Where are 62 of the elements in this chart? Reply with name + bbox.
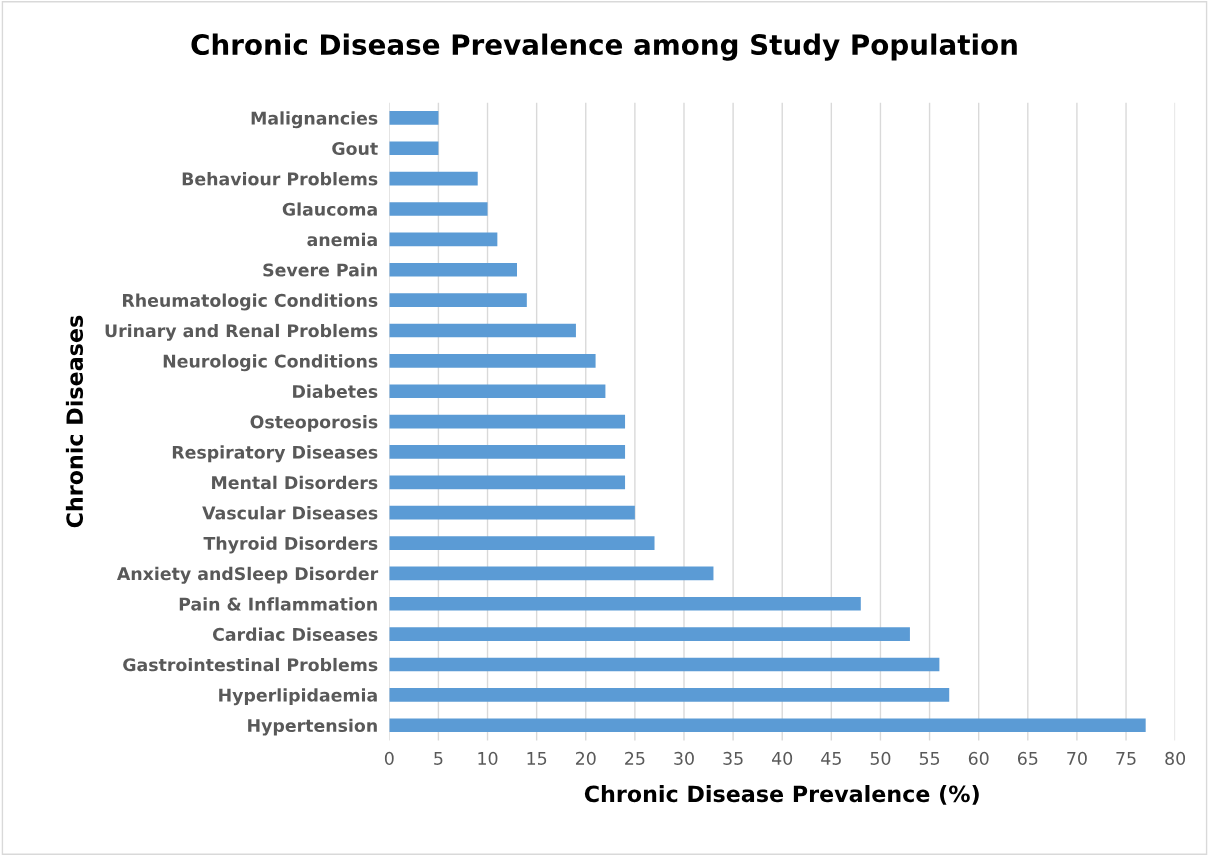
x-tick-label: 35 [723, 751, 743, 765]
y-tick-label: Anxiety andSleep Disorder [116, 566, 379, 584]
bar [389, 354, 596, 368]
y-tick-label: Cardiac Diseases [212, 627, 378, 641]
y-tick-label: Gout [332, 141, 378, 156]
bar [389, 171, 478, 186]
bar [389, 111, 439, 125]
x-tick-label: 50 [870, 751, 891, 765]
y-tick-label: Pain & Inflammation [179, 597, 377, 611]
chart-title: Chronic Disease Prevalence among Study Population [191, 33, 1017, 61]
y-tick-label: Urinary and Renal Problems [105, 323, 378, 341]
x-tick-label: 55 [919, 752, 940, 765]
x-tick-label: 0 [384, 751, 394, 765]
bar [389, 627, 910, 641]
x-tick-label: 45 [821, 752, 841, 765]
bar [389, 262, 517, 277]
bar [389, 384, 606, 399]
y-tick-label: Malignancies [251, 111, 378, 129]
x-tick-label: 20 [575, 751, 596, 765]
y-tick-label: Thyroid Disorders [203, 536, 378, 554]
bar [389, 202, 488, 216]
y-tick-label: Hyperlipidaemia [219, 688, 377, 706]
y-tick-label: Mental Disorders [212, 475, 378, 490]
bar [389, 293, 527, 307]
x-tick-label: 25 [625, 751, 645, 765]
y-tick-label: Osteoporosis [250, 414, 378, 432]
x-tick-label: 10 [478, 751, 498, 765]
x-tick-label: 40 [772, 751, 793, 765]
bar [389, 688, 950, 702]
y-tick-label: Gastrointestinal Problems [123, 657, 378, 672]
y-tick-label: Neurologic Conditions [163, 354, 378, 372]
bar [389, 657, 940, 672]
y-tick-label: Diabetes [293, 384, 378, 399]
x-tick-label: 70 [1067, 751, 1087, 765]
bar [389, 718, 1146, 733]
bar [389, 505, 635, 520]
bar [389, 536, 655, 550]
y-tick-label: Hypertension [248, 718, 377, 736]
y-axis-title: Chronic Diseases [65, 315, 84, 528]
x-tick-label: 60 [968, 751, 989, 765]
y-tick-label: Behaviour Problems [182, 172, 378, 186]
y-tick-label: Glaucoma [282, 202, 377, 216]
bar [389, 141, 439, 156]
x-tick-label: 15 [527, 752, 547, 765]
bar [389, 445, 626, 459]
x-tick-label: 80 [1165, 751, 1186, 765]
y-tick-label: Rheumatologic Conditions [123, 293, 378, 311]
x-tick-label: 65 [1017, 751, 1038, 765]
x-tick-label: 5 [434, 752, 443, 765]
y-tick-label: Respiratory Diseases [172, 445, 378, 463]
y-tick-label: Vascular Diseases [202, 506, 378, 520]
x-axis-title: Chronic Disease Prevalence (%) [584, 785, 979, 805]
x-tick-label: 30 [674, 751, 694, 765]
bar [389, 566, 714, 581]
x-tick-label: 75 [1116, 752, 1136, 765]
bar [389, 475, 626, 490]
bar [389, 414, 626, 429]
bar [389, 232, 498, 247]
y-tick-label: Severe Pain [263, 263, 377, 277]
y-tick-label: anemia [307, 232, 377, 247]
bar [389, 596, 861, 611]
bar [389, 323, 576, 338]
